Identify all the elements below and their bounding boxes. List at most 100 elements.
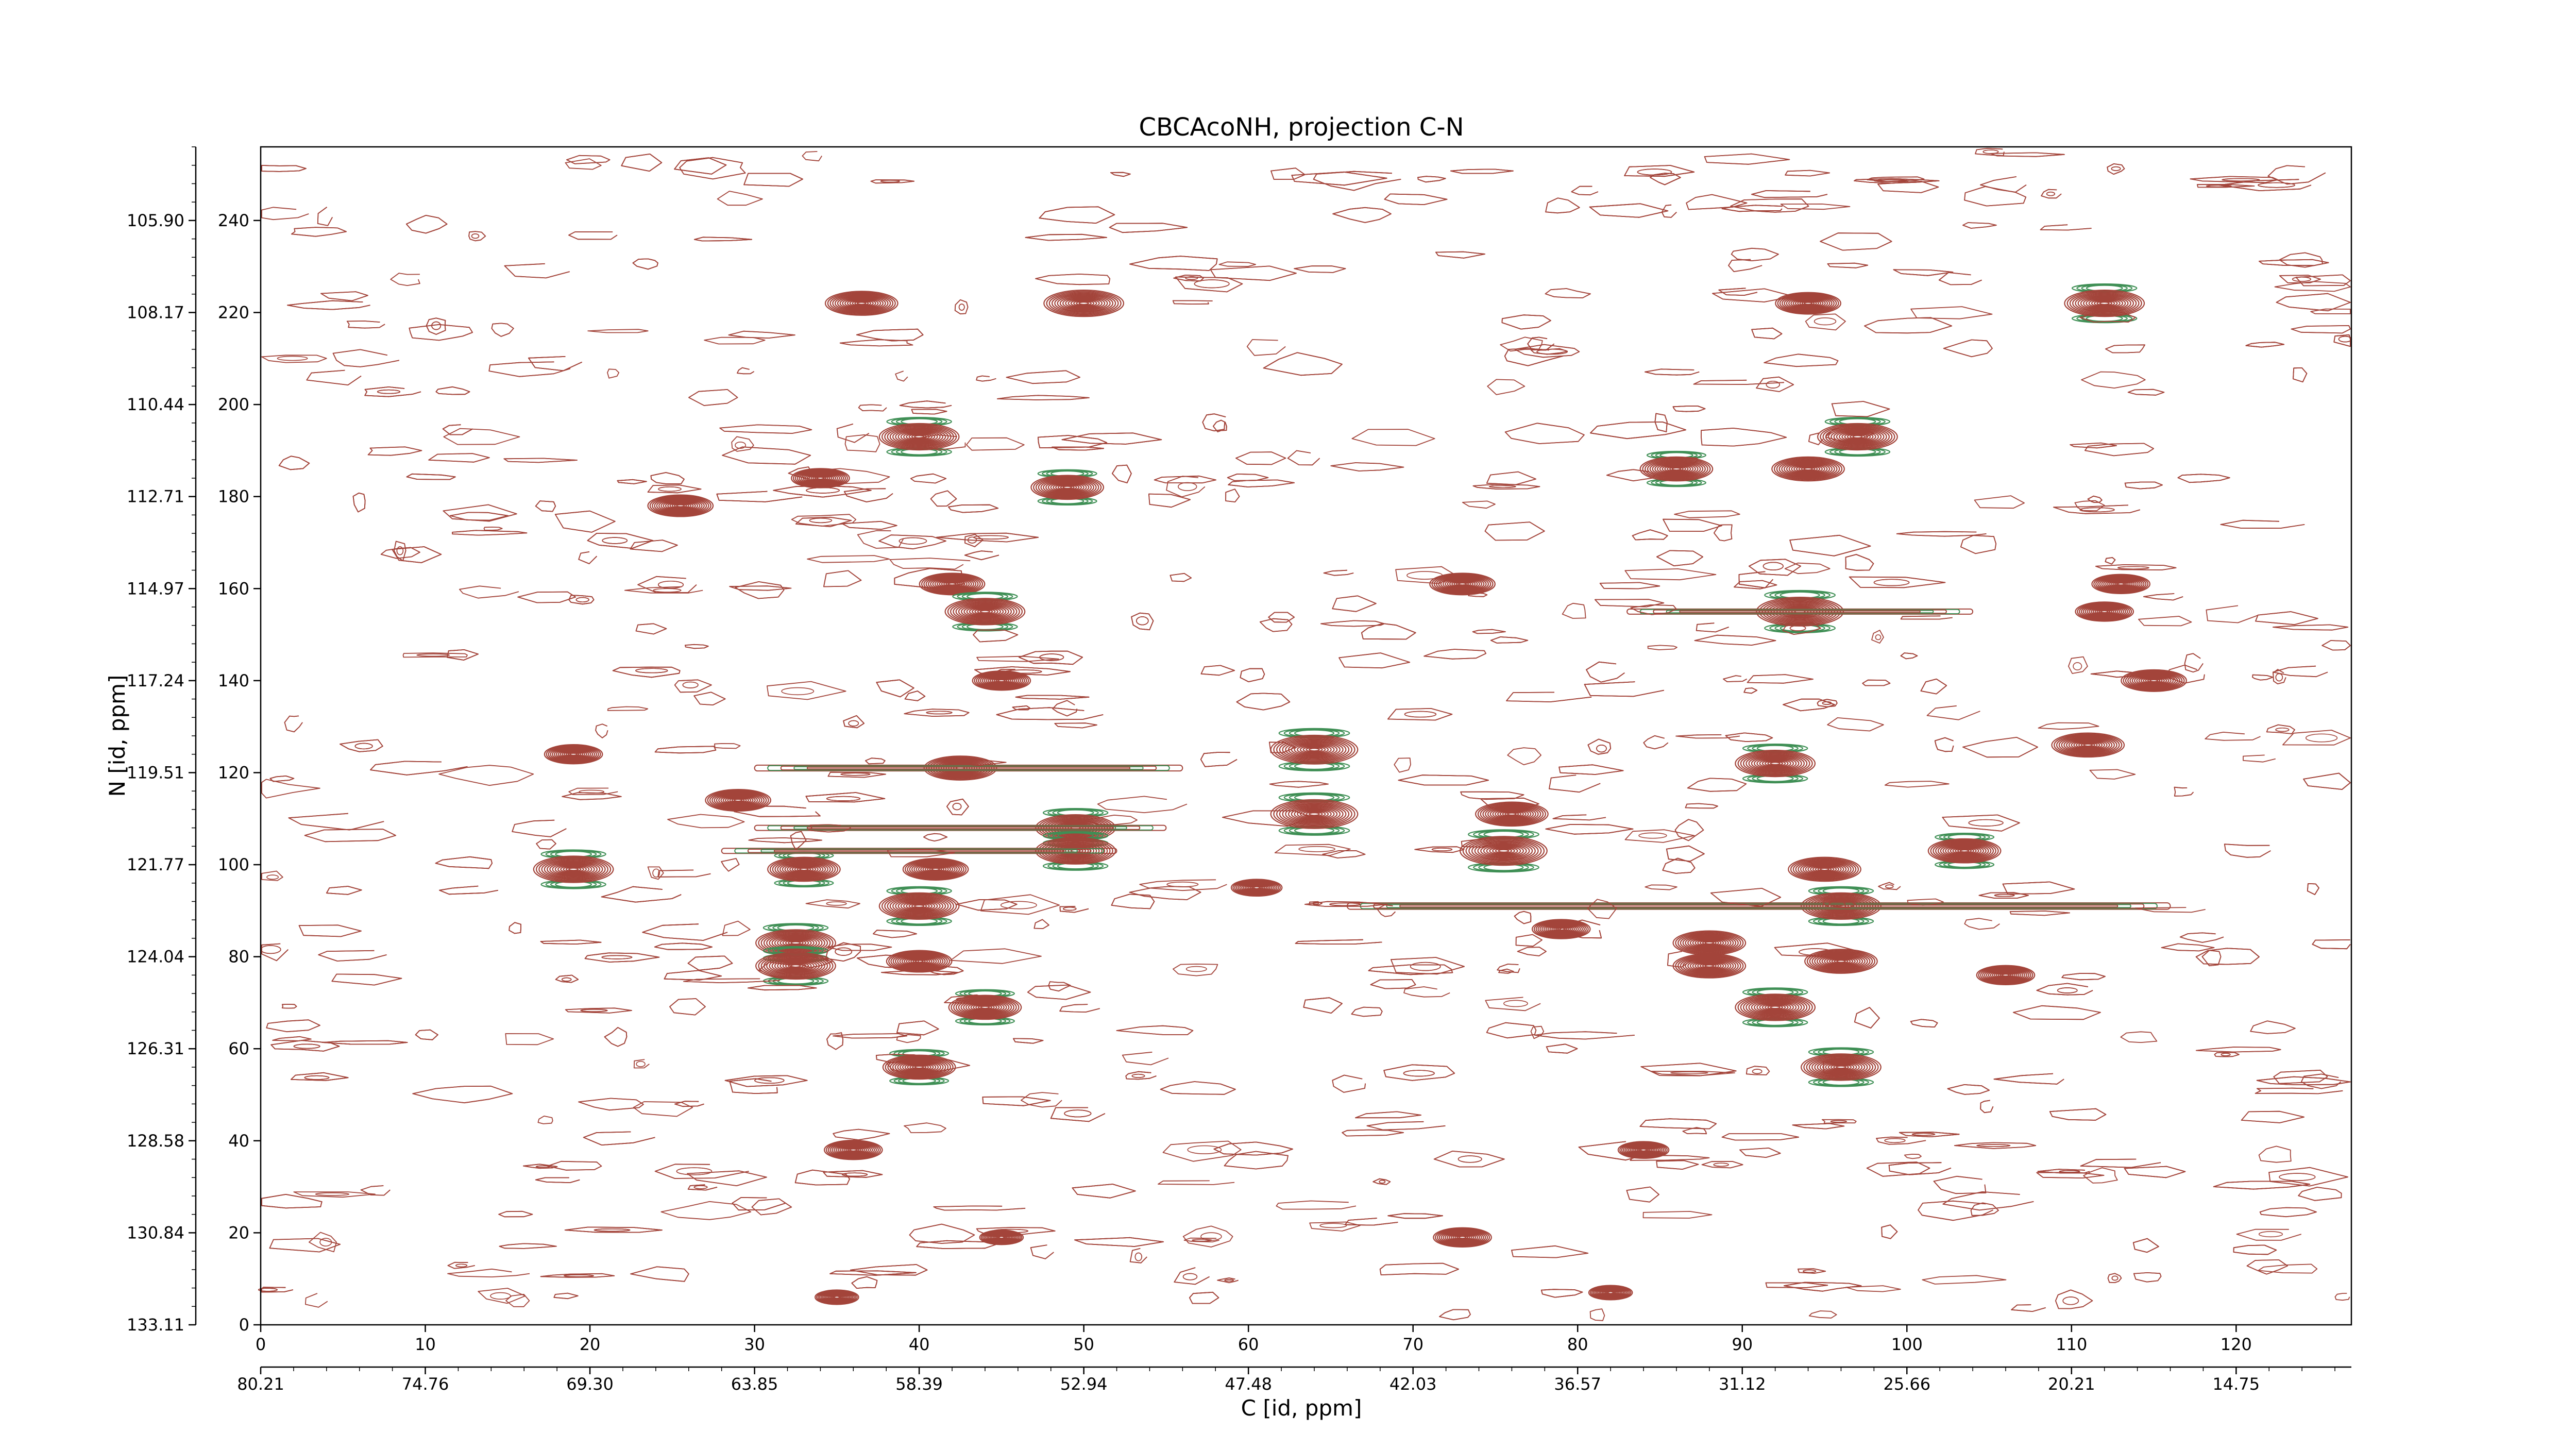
- y-ppm-tick-label: 105.90: [127, 211, 184, 230]
- peak-contour: [824, 291, 899, 316]
- peak-contour: [1531, 919, 1591, 939]
- y-index-tick-label: 240: [218, 211, 249, 230]
- peak-contour: [1230, 879, 1283, 897]
- y-ppm-tick-label: 126.31: [127, 1039, 184, 1058]
- peak-contour: [919, 572, 986, 596]
- peak-contour: [1801, 886, 1882, 926]
- x-index-tick-label: 90: [1732, 1335, 1753, 1354]
- y-ppm-tick-label: 110.44: [127, 395, 184, 414]
- peak-contour: [1788, 856, 1861, 882]
- peak-contour: [2051, 732, 2125, 758]
- peak-contour: [1927, 833, 2002, 869]
- x-ppm-tick-label: 47.48: [1225, 1374, 1272, 1394]
- x-ppm-tick-label: 42.03: [1389, 1374, 1437, 1394]
- y-ppm-tick-label: 108.17: [127, 302, 184, 322]
- peak-contour: [544, 744, 603, 765]
- y-ppm-tick-label: 117.24: [127, 671, 184, 690]
- x-ppm-tick-label: 14.75: [2213, 1374, 2260, 1394]
- y-ppm-tick-label: 121.77: [127, 855, 184, 874]
- x-axis-label: C [id, ppm]: [1241, 1395, 1362, 1421]
- peak-contour: [1475, 801, 1549, 827]
- y-index-tick-label: 220: [218, 302, 249, 322]
- peak-contour: [878, 416, 960, 457]
- plot-frame: [260, 146, 2352, 1326]
- x-index-tick-label: 70: [1402, 1335, 1423, 1354]
- peak-contour: [2075, 601, 2134, 622]
- y-ppm-tick-label: 124.04: [127, 947, 184, 967]
- peak-contour: [902, 857, 969, 881]
- peak-contour: [878, 886, 960, 926]
- peak-contour: [1270, 728, 1359, 771]
- x-ppm-tick-label: 25.66: [1883, 1374, 1930, 1394]
- y-ppm-tick-label: 114.97: [127, 579, 184, 598]
- x-index-tick-label: 0: [256, 1335, 266, 1354]
- peak-contour: [2121, 669, 2187, 692]
- peak-contour: [647, 494, 714, 517]
- x-ppm-tick-label: 52.94: [1060, 1374, 1108, 1394]
- peak-contour: [767, 851, 841, 888]
- y-index-tick-label: 180: [218, 487, 249, 507]
- plot-area: [258, 146, 2352, 1326]
- x-index-tick-label: 20: [580, 1335, 601, 1354]
- y-index-tick-label: 200: [218, 395, 249, 414]
- y-index-tick-label: 120: [218, 763, 249, 782]
- peak-contour: [1976, 965, 2036, 986]
- y-ppm-tick-label: 130.84: [127, 1223, 184, 1242]
- peak-contour: [1043, 289, 1125, 317]
- y-index-tick-label: 80: [228, 947, 249, 967]
- y-ppm-tick-label: 133.11: [127, 1315, 184, 1335]
- peak-contour: [1771, 456, 1845, 482]
- x-ppm-tick-label: 80.21: [237, 1374, 284, 1394]
- x-ppm-tick-label: 58.39: [895, 1374, 943, 1394]
- peak-contour: [755, 946, 836, 986]
- y-axis-label: N [id, ppm]: [105, 675, 130, 797]
- peak-contour: [1804, 949, 1878, 974]
- peak-contour: [1756, 589, 1844, 633]
- peak-contour: [823, 1139, 883, 1160]
- peak-contour: [1672, 953, 1747, 979]
- peak-contour: [886, 950, 953, 973]
- x-index-tick-label: 120: [2221, 1335, 2252, 1354]
- y-index-tick-label: 160: [218, 579, 249, 598]
- peak-contour: [1639, 450, 1714, 487]
- peak-contour: [1801, 1047, 1882, 1087]
- peak-contour: [1459, 829, 1548, 873]
- peak-contour: [1817, 416, 1898, 457]
- peak-contour: [923, 755, 997, 781]
- x-ppm-tick-label: 74.76: [402, 1374, 449, 1394]
- peak-contour: [948, 989, 1022, 1026]
- axes: 0 10 20 30 40 50 60 70 80 90 100 110 120 80.21 74.76 69…: [127, 146, 2335, 1394]
- x-ppm-tick-label: 69.30: [566, 1374, 614, 1394]
- y-ppm-tick-label: 112.71: [127, 487, 184, 507]
- y-index-tick-label: 40: [228, 1131, 249, 1151]
- peak-contour: [2064, 283, 2145, 324]
- peak-contour: [1035, 831, 1116, 871]
- y-index-tick-label: 0: [239, 1315, 249, 1335]
- x-index-tick-label: 30: [744, 1335, 765, 1354]
- x-ppm-tick-label: 20.21: [2048, 1374, 2095, 1394]
- peak-contour: [533, 849, 614, 889]
- chart-title: CBCAcoNH, projection C-N: [1139, 113, 1464, 142]
- y-index-tick-label: 60: [228, 1039, 249, 1058]
- x-index-tick-label: 100: [1891, 1335, 1923, 1354]
- peak-contour: [705, 789, 771, 812]
- y-ppm-tick-label: 119.51: [127, 763, 184, 782]
- peak-contour: [815, 1289, 859, 1305]
- y-index-tick-label: 20: [228, 1223, 249, 1242]
- contour-layer: [258, 148, 2352, 1321]
- peak-contour: [1433, 1227, 1492, 1248]
- x-index-tick-label: 80: [1567, 1335, 1588, 1354]
- y-index-tick-label: 100: [218, 855, 249, 874]
- y-index-tick-label: 140: [218, 671, 249, 690]
- peak-contour: [1270, 792, 1359, 836]
- peak-contour: [1672, 930, 1747, 956]
- y-ppm-tick-label: 128.58: [127, 1131, 184, 1151]
- peak-contour: [1735, 743, 1816, 784]
- x-index-tick-label: 50: [1073, 1335, 1094, 1354]
- peak-contour: [1775, 292, 1841, 315]
- x-ppm-tick-label: 31.12: [1719, 1374, 1766, 1394]
- peak-contour: [791, 468, 850, 488]
- x-index-tick-label: 40: [909, 1335, 930, 1354]
- ridge-contour: [754, 824, 1167, 831]
